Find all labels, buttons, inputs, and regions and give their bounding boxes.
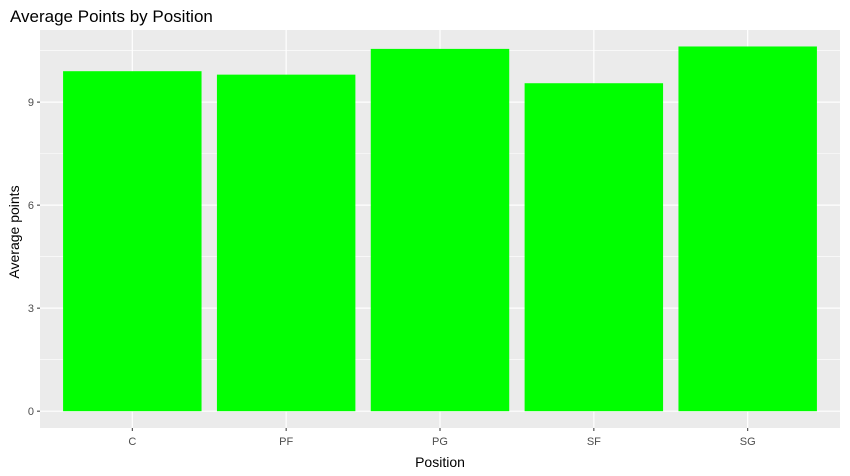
y-tick-label-1: 3 (28, 303, 34, 315)
y-tick-label-3: 9 (28, 97, 34, 109)
x-axis-title: Position (415, 454, 465, 470)
bar-SF (524, 83, 664, 412)
bar-PG (370, 48, 510, 412)
bar-SG (678, 46, 817, 412)
x-tick-label-SF: SF (587, 436, 601, 448)
x-tick-label-C: C (128, 436, 136, 448)
y-tick-label-2: 6 (28, 200, 34, 212)
ticks-group: 0 3 6 9 C PF PG SF SG (28, 97, 756, 448)
x-tick-label-SG: SG (740, 436, 756, 448)
x-tick-label-PF: PF (279, 436, 293, 448)
bar-PF (216, 74, 356, 412)
chart-title: Average Points by Position (10, 7, 213, 26)
bars-group (63, 46, 817, 412)
y-tick-label-0: 0 (28, 406, 34, 418)
x-tick-label-PG: PG (432, 436, 448, 448)
bar-C (63, 71, 202, 412)
y-axis-title: Average points (6, 185, 22, 278)
